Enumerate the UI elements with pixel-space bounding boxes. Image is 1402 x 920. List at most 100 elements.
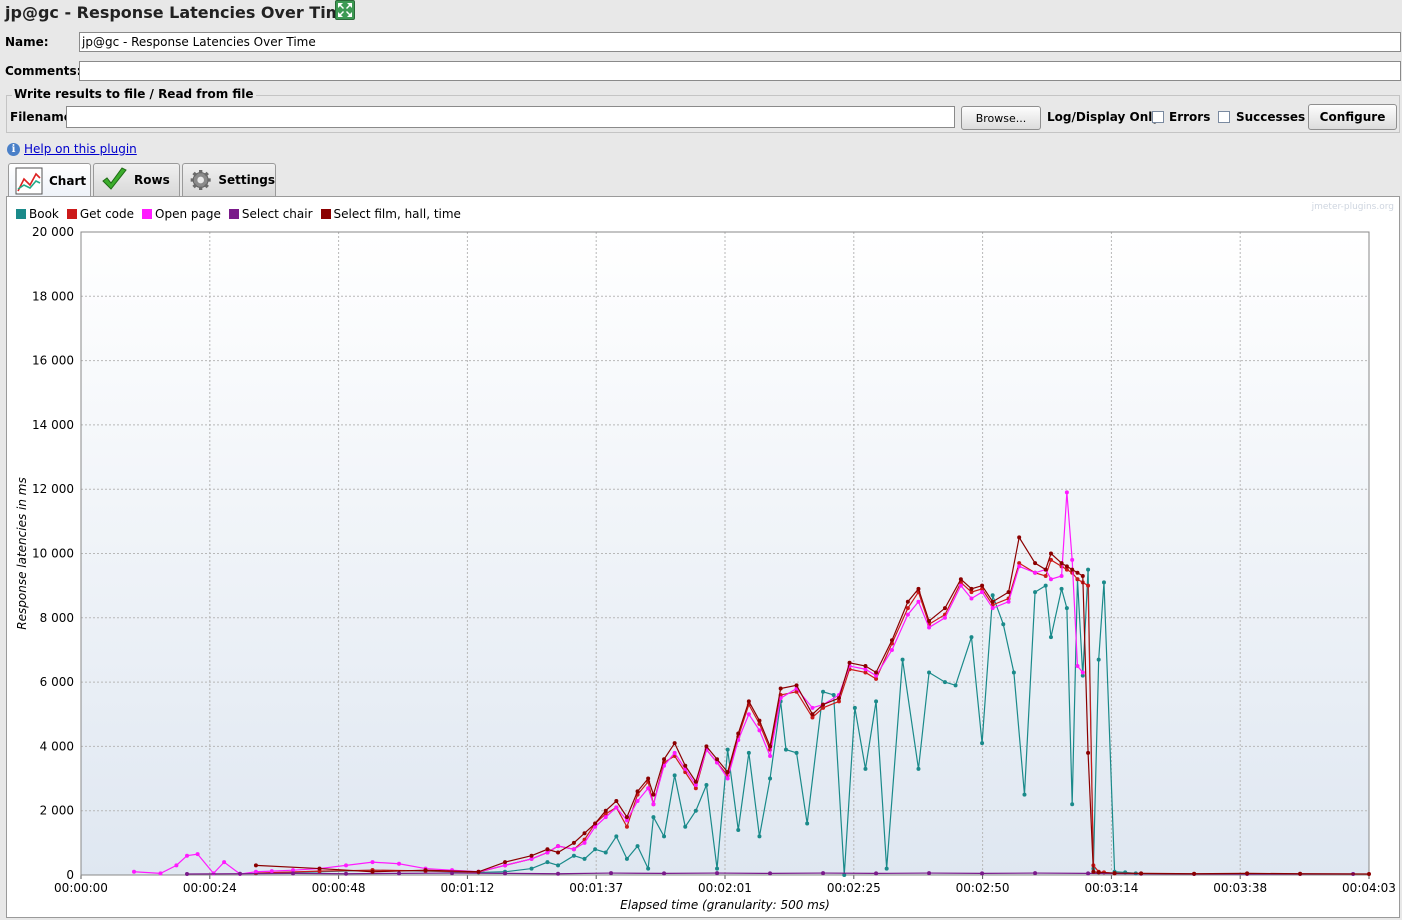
- data-point: [1064, 490, 1069, 495]
- errors-checkbox[interactable]: [1152, 111, 1164, 123]
- data-point: [646, 776, 651, 781]
- data-point: [185, 853, 190, 858]
- data-point: [847, 660, 852, 665]
- data-point: [662, 757, 667, 762]
- data-point: [725, 776, 730, 781]
- window-title: jp@gc - Response Latencies Over Time: [5, 2, 354, 22]
- data-point: [757, 718, 762, 723]
- data-point: [1043, 567, 1048, 572]
- data-point: [958, 583, 963, 588]
- comments-field[interactable]: [79, 61, 1401, 81]
- data-point: [980, 590, 985, 595]
- data-point: [603, 808, 608, 813]
- data-point: [614, 805, 619, 810]
- data-point: [1070, 567, 1075, 572]
- help-link[interactable]: Help on this plugin: [24, 142, 137, 156]
- data-point: [1112, 871, 1117, 876]
- data-point: [810, 715, 815, 720]
- browse-button[interactable]: Browse...: [961, 106, 1041, 130]
- data-point: [253, 869, 258, 874]
- data-point: [927, 625, 932, 630]
- data-point: [624, 856, 629, 861]
- data-point: [291, 871, 296, 876]
- legend-label: Select film, hall, time: [333, 207, 461, 221]
- expand-icon[interactable]: [335, 0, 355, 20]
- x-tick-label: 00:01:12: [440, 881, 494, 895]
- data-point: [646, 786, 651, 791]
- data-point: [715, 760, 720, 765]
- data-point: [624, 818, 629, 823]
- data-point: [672, 773, 677, 778]
- data-point: [1011, 670, 1016, 675]
- data-point: [693, 808, 698, 813]
- data-point: [582, 840, 587, 845]
- data-point: [725, 747, 730, 752]
- data-point: [874, 871, 879, 876]
- data-point: [317, 866, 322, 871]
- checkmark-icon: [102, 167, 127, 190]
- file-groupbox: [6, 95, 1400, 133]
- data-point: [593, 821, 598, 826]
- data-point: [582, 856, 587, 861]
- info-icon: i: [7, 142, 20, 156]
- data-point: [969, 635, 974, 640]
- tab-rows-label: Rows: [134, 173, 170, 187]
- y-tick-label: 2 000: [40, 804, 74, 818]
- data-point: [1006, 599, 1011, 604]
- data-point: [503, 863, 508, 868]
- data-point: [1080, 670, 1085, 675]
- legend-swatch: [228, 209, 239, 219]
- tab-settings[interactable]: Settings: [182, 163, 276, 196]
- data-point: [1017, 535, 1022, 540]
- data-point: [1086, 871, 1091, 876]
- data-point: [672, 750, 677, 755]
- data-point: [725, 770, 730, 775]
- data-point: [174, 863, 179, 868]
- data-point: [158, 871, 163, 876]
- data-point: [1096, 657, 1101, 662]
- filename-field[interactable]: [66, 106, 955, 128]
- data-point: [1059, 586, 1064, 591]
- x-tick-label: 00:00:24: [183, 881, 237, 895]
- data-point: [1059, 574, 1064, 579]
- y-tick-label: 10 000: [32, 547, 74, 561]
- data-point: [1091, 869, 1096, 874]
- tab-rows[interactable]: Rows: [93, 163, 180, 196]
- data-point: [1298, 871, 1303, 876]
- data-point: [821, 871, 826, 876]
- data-point: [863, 766, 868, 771]
- data-point: [916, 599, 921, 604]
- data-point: [810, 712, 815, 717]
- log-display-label: Log/Display Only:: [1047, 110, 1165, 124]
- data-point: [624, 824, 629, 829]
- data-point: [794, 689, 799, 694]
- data-point: [746, 712, 751, 717]
- data-point: [635, 844, 640, 849]
- data-point: [821, 705, 826, 710]
- successes-checkbox[interactable]: [1218, 111, 1230, 123]
- data-point: [836, 696, 841, 701]
- successes-label: Successes: [1236, 110, 1306, 124]
- data-point: [370, 869, 375, 874]
- data-point: [662, 763, 667, 768]
- data-point: [1070, 557, 1075, 562]
- data-point: [757, 728, 762, 733]
- data-point: [942, 606, 947, 611]
- tab-chart[interactable]: Chart: [8, 163, 91, 197]
- data-point: [529, 866, 534, 871]
- data-point: [423, 868, 428, 873]
- data-point: [704, 744, 709, 749]
- data-point: [1075, 570, 1080, 575]
- data-point: [614, 834, 619, 839]
- data-point: [927, 670, 932, 675]
- configure-button[interactable]: Configure: [1308, 104, 1397, 130]
- data-point: [603, 815, 608, 820]
- data-point: [1043, 574, 1048, 579]
- data-point: [836, 699, 841, 704]
- chart-icon: [15, 167, 43, 194]
- name-field[interactable]: jp@gc - Response Latencies Over Time: [79, 32, 1401, 52]
- data-point: [693, 786, 698, 791]
- data-point: [831, 692, 836, 697]
- data-point: [1017, 561, 1022, 566]
